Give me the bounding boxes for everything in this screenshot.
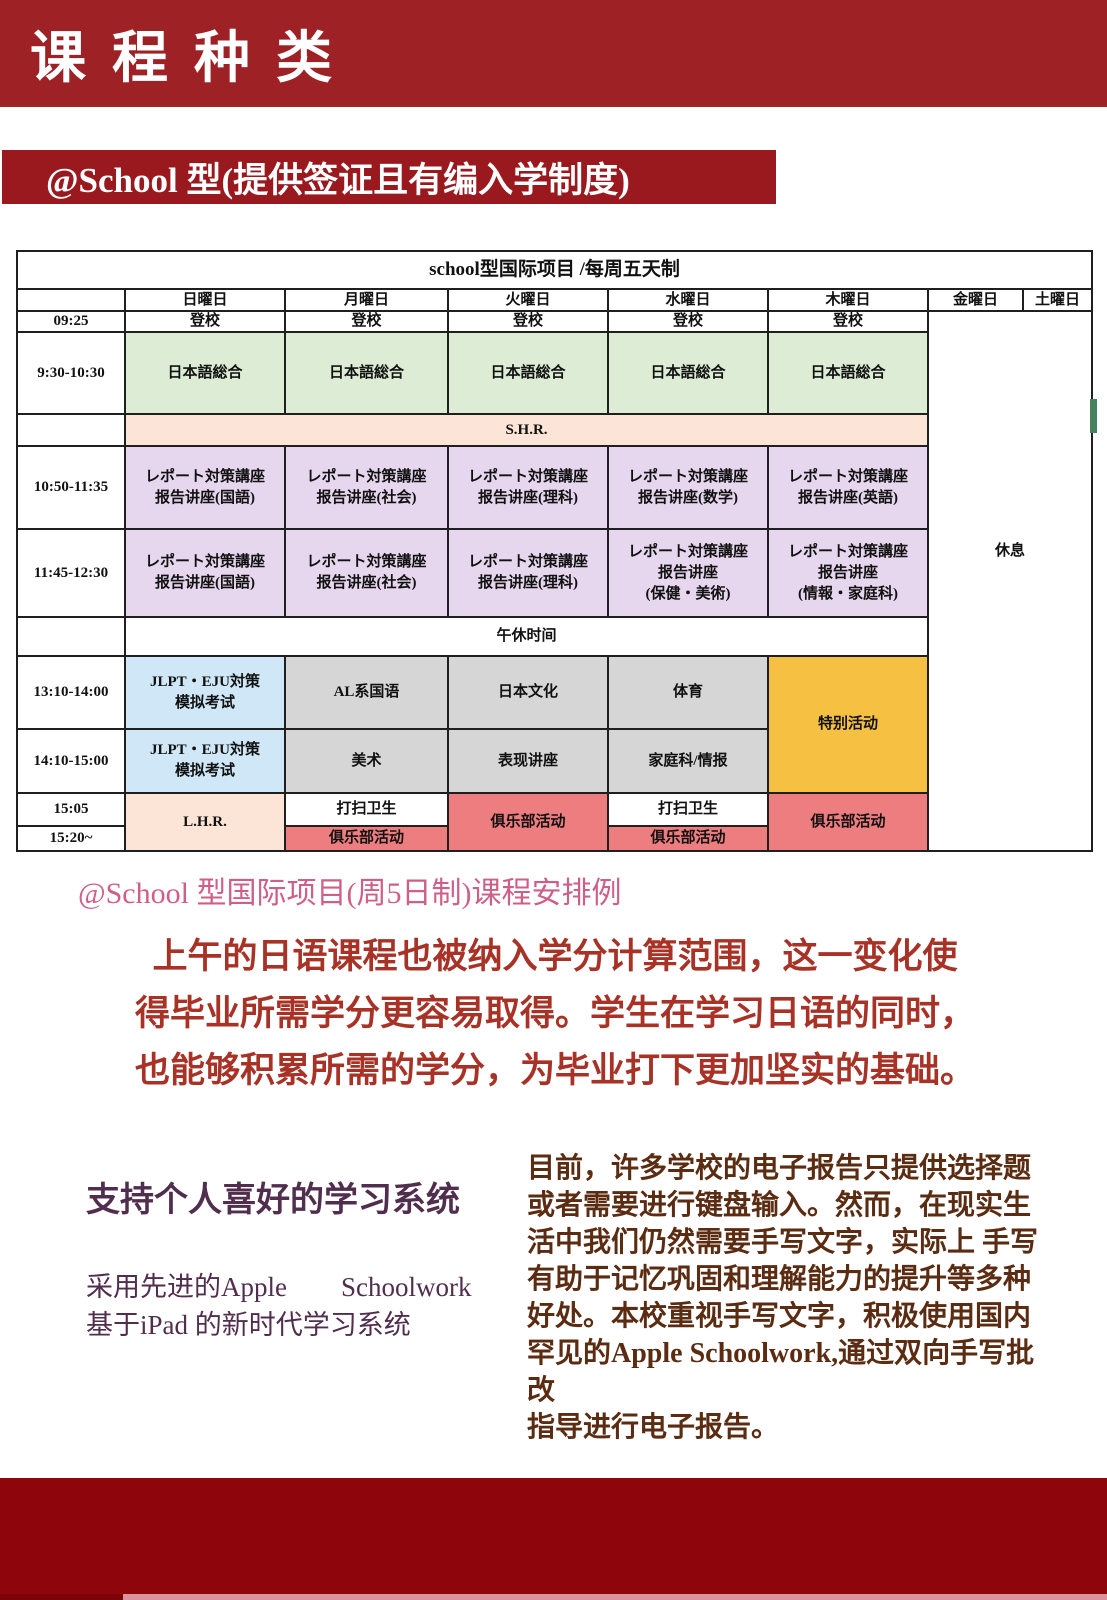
cell-rest: 休息 — [929, 312, 1091, 850]
cell-shr: S.H.R. — [126, 415, 927, 445]
cell-hyogen: 表现讲座 — [449, 730, 607, 792]
edge-artifact — [1090, 399, 1097, 433]
cell-cleaning: 打扫卫生 — [609, 794, 767, 825]
school-type-banner: @School 型(提供签证且有编入学制度) — [2, 150, 776, 204]
school-type-banner-label: @School 型(提供签证且有编入学制度) — [46, 160, 630, 200]
cell-report-kokugo: レポート対策講座 报告讲座(国語) — [126, 530, 284, 616]
cell-lunch: 午休时间 — [126, 618, 927, 655]
timetable-caption: @School 型国际项目(周5日制)课程安排例 — [78, 877, 622, 910]
cell-report-shakai: レポート対策講座 报告讲座(社会) — [286, 447, 447, 528]
time-label-1310: 13:10-14:00 — [18, 657, 124, 728]
time-label-0930: 9:30-10:30 — [18, 333, 124, 413]
cell-attend: 登校 — [286, 312, 447, 331]
day-header-wed: 水曜日 — [609, 290, 767, 310]
time-label-1520: 15:20~ — [18, 827, 124, 850]
timetable: school型国际项目 /每周五天制 日曜日 月曜日 火曜日 水曜日 木曜日 金… — [16, 250, 1093, 852]
day-header-sun: 日曜日 — [126, 290, 284, 310]
day-header-thu: 木曜日 — [769, 290, 927, 310]
cell-attend: 登校 — [609, 312, 767, 331]
day-header-tue: 火曜日 — [449, 290, 607, 310]
cell-japanese: 日本語総合 — [769, 333, 927, 413]
cell-japanese: 日本語総合 — [449, 333, 607, 413]
learning-system-heading: 支持个人喜好的学习系统 — [86, 1182, 460, 1219]
time-label-empty-shr — [18, 415, 124, 445]
cell-japanese: 日本語総合 — [126, 333, 284, 413]
cell-japanese: 日本語総合 — [609, 333, 767, 413]
credit-highlight-paragraph: 上午的日语课程也被纳入学分计算范围，这一变化使 得毕业所需学分更容易取得。学生在… — [134, 937, 975, 1090]
cell-attend: 登校 — [126, 312, 284, 331]
cell-pe: 体育 — [609, 657, 767, 728]
cell-japanese: 日本語総合 — [286, 333, 447, 413]
cell-club: 俱乐部活动 — [286, 827, 447, 850]
cell-report-rika: レポート対策講座 报告讲座(理科) — [449, 530, 607, 616]
time-label-0925: 09:25 — [18, 312, 124, 331]
cell-jlpt: JLPT・EJU対策 模拟考试 — [126, 657, 284, 728]
page-footer-band — [0, 1478, 1107, 1600]
cell-report-sugaku: レポート対策講座 报告讲座(数学) — [609, 447, 767, 528]
cell-report-eigo: レポート対策講座 报告讲座(英語) — [769, 447, 927, 528]
cell-lhr: L.H.R. — [126, 794, 284, 850]
day-header-mon: 月曜日 — [286, 290, 447, 310]
cell-cleaning: 打扫卫生 — [286, 794, 447, 825]
cell-report-rika: レポート対策講座 报告讲座(理科) — [449, 447, 607, 528]
cell-culture: 日本文化 — [449, 657, 607, 728]
time-label-empty-lunch — [18, 618, 124, 655]
time-label-1410: 14:10-15:00 — [18, 730, 124, 792]
cell-report-kokugo: レポート対策講座 报告讲座(国語) — [126, 447, 284, 528]
time-label-1050: 10:50-11:35 — [18, 447, 124, 528]
timetable-corner-cell — [18, 290, 124, 310]
footer-strip-left — [0, 1594, 123, 1600]
cell-art: 美术 — [286, 730, 447, 792]
cell-club: 俱乐部活动 — [769, 794, 927, 850]
time-label-1505: 15:05 — [18, 794, 124, 825]
cell-attend: 登校 — [449, 312, 607, 331]
cell-katei-joho: 家庭科/情报 — [609, 730, 767, 792]
learning-system-paragraph: 目前，许多学校的电子报告只提供选择题 或者需要进行键盘输入。然而，在现实生 活中… — [527, 1153, 1039, 1443]
cell-report-shakai: レポート対策講座 报告讲座(社会) — [286, 530, 447, 616]
cell-club: 俱乐部活动 — [449, 794, 607, 850]
timetable-title: school型国际项目 /每周五天制 — [18, 252, 1091, 288]
cell-attend: 登校 — [769, 312, 927, 331]
day-header-sat: 土曜日 — [1024, 290, 1091, 310]
time-label-1145: 11:45-12:30 — [18, 530, 124, 616]
learning-system-subtext: 采用先进的Apple Schoolwork 基于iPad 的新时代学习系统 — [86, 1272, 472, 1340]
day-header-fri: 金曜日 — [929, 290, 1022, 310]
cell-special-activity: 特别活动 — [769, 657, 927, 792]
page-title: 课程种类 — [30, 28, 358, 90]
footer-strip-right — [123, 1594, 1107, 1600]
cell-club: 俱乐部活动 — [609, 827, 767, 850]
cell-jlpt: JLPT・EJU対策 模拟考试 — [126, 730, 284, 792]
cell-al-kokugo: AL系国语 — [286, 657, 447, 728]
cell-report-hoken-bijutsu: レポート対策講座 报告讲座 (保健・美術) — [609, 530, 767, 616]
cell-report-joho-katei: レポート対策講座 报告讲座 (情報・家庭科) — [769, 530, 927, 616]
page-header-band: 课程种类 — [0, 0, 1107, 107]
